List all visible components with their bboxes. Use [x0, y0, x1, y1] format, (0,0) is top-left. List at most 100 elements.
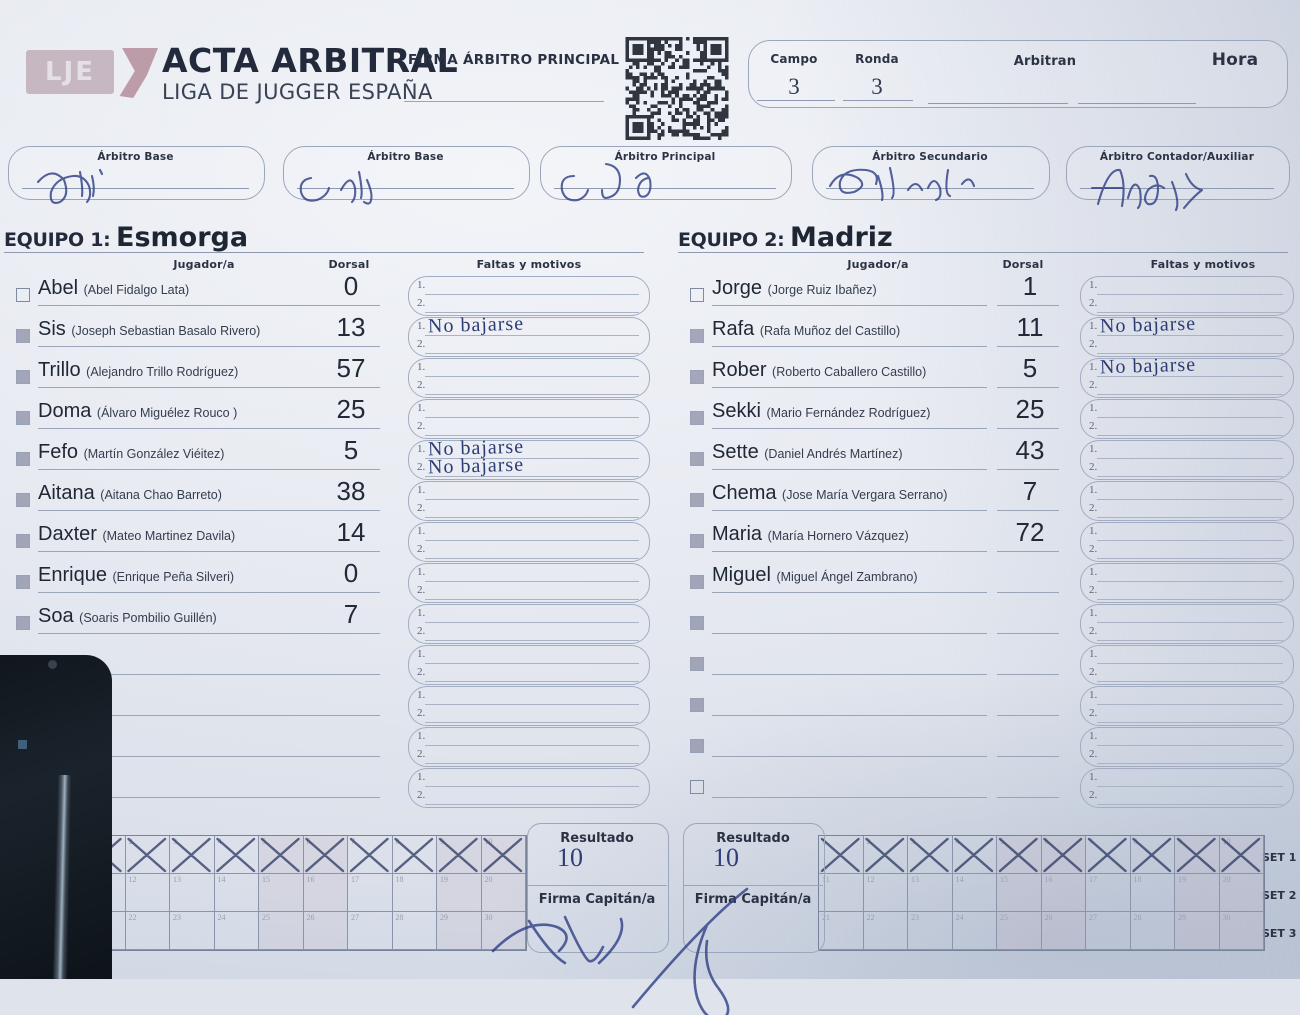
- player-row[interactable]: Chema (Jose María Vergara Serrano) 7: [690, 476, 1290, 521]
- score-cell[interactable]: 5: [259, 836, 304, 874]
- faults-pill[interactable]: 1. 2.: [408, 563, 650, 603]
- score-cell[interactable]: 10: [1219, 836, 1264, 874]
- player-row[interactable]: Daxter (Mateo Martinez Davila) 14: [16, 517, 656, 562]
- player-row[interactable]: Sekki (Mario Fernández Rodríguez) 25: [690, 394, 1290, 439]
- faults-pill[interactable]: 1. 2.: [1080, 358, 1294, 398]
- player-row[interactable]: [690, 685, 1290, 726]
- player-row[interactable]: Fefo (Martín González Viéitez) 5: [16, 435, 656, 480]
- score-cell[interactable]: 16: [303, 874, 348, 912]
- score-cell[interactable]: 25: [259, 912, 304, 950]
- player-present-checkbox[interactable]: [16, 411, 30, 425]
- score-cell[interactable]: 20: [1219, 874, 1264, 912]
- faults-pill[interactable]: 1. 2.: [1080, 399, 1294, 439]
- score-cell[interactable]: 24: [952, 912, 997, 950]
- score-cell[interactable]: 26: [1041, 912, 1086, 950]
- player-present-checkbox[interactable]: [690, 616, 704, 630]
- campo-value[interactable]: 3: [788, 74, 800, 99]
- score-cell[interactable]: 2: [863, 836, 908, 874]
- score-cell[interactable]: 8: [1130, 836, 1175, 874]
- score-cell[interactable]: 13: [170, 874, 215, 912]
- score-cell[interactable]: 12: [863, 874, 908, 912]
- player-row[interactable]: Rober (Roberto Caballero Castillo) 5: [690, 353, 1290, 398]
- faults-pill[interactable]: 1. 2.: [1080, 317, 1294, 357]
- player-present-checkbox[interactable]: [16, 288, 30, 302]
- score-cell[interactable]: 14: [952, 874, 997, 912]
- score-cell[interactable]: 7: [348, 836, 393, 874]
- score-cell[interactable]: 8: [392, 836, 437, 874]
- score-grid-right[interactable]: 1 2 3 4 5 6 7 8 9 10 11 12 13 14 15 16 17 18 19 20 21 22 23 24 2…: [818, 835, 1265, 951]
- player-row[interactable]: Doma (Álvaro Miguélez Rouco ) 25: [16, 394, 656, 439]
- score-cell[interactable]: 13: [908, 874, 953, 912]
- faults-pill[interactable]: 1. 2.: [408, 399, 650, 439]
- score-cell[interactable]: 3: [170, 836, 215, 874]
- player-present-checkbox[interactable]: [690, 329, 704, 343]
- player-row[interactable]: [690, 644, 1290, 685]
- score-cell[interactable]: 19: [1175, 874, 1220, 912]
- player-row[interactable]: [690, 767, 1290, 808]
- score-cell[interactable]: 17: [348, 874, 393, 912]
- score-cell[interactable]: 1: [819, 836, 864, 874]
- score-cell[interactable]: 22: [125, 912, 170, 950]
- player-present-checkbox[interactable]: [690, 739, 704, 753]
- player-present-checkbox[interactable]: [16, 575, 30, 589]
- score-cell[interactable]: 30: [481, 912, 526, 950]
- player-row[interactable]: Sette (Daniel Andrés Martínez) 43: [690, 435, 1290, 480]
- score-cell[interactable]: 28: [1130, 912, 1175, 950]
- score-cell[interactable]: 19: [437, 874, 482, 912]
- faults-pill[interactable]: 1. 2.: [408, 727, 650, 767]
- score-cell[interactable]: 27: [348, 912, 393, 950]
- player-present-checkbox[interactable]: [16, 534, 30, 548]
- score-cell[interactable]: 23: [908, 912, 953, 950]
- score-cell[interactable]: 15: [259, 874, 304, 912]
- player-present-checkbox[interactable]: [690, 452, 704, 466]
- faults-pill[interactable]: 1. 2.: [408, 686, 650, 726]
- faults-pill[interactable]: 1. 2.: [1080, 686, 1294, 726]
- score-cell[interactable]: 6: [303, 836, 348, 874]
- score-cell[interactable]: 7: [1086, 836, 1131, 874]
- faults-pill[interactable]: 1. 2.: [1080, 768, 1294, 808]
- faults-pill[interactable]: 1. 2.: [408, 604, 650, 644]
- faults-pill[interactable]: 1. 2.: [1080, 604, 1294, 644]
- player-row[interactable]: Soa (Soaris Pombilio Guillén) 7: [16, 599, 656, 644]
- score-cell[interactable]: 12: [125, 874, 170, 912]
- score-cell[interactable]: 21: [819, 912, 864, 950]
- player-row[interactable]: [690, 726, 1290, 767]
- faults-pill[interactable]: 1. 2.: [1080, 522, 1294, 562]
- team-2-name[interactable]: Madriz: [790, 222, 893, 253]
- player-row[interactable]: Jorge (Jorge Ruiz Ibañez) 1: [690, 271, 1290, 316]
- player-present-checkbox[interactable]: [16, 493, 30, 507]
- score-cell[interactable]: 27: [1086, 912, 1131, 950]
- score-cell[interactable]: 6: [1041, 836, 1086, 874]
- player-row[interactable]: Miguel (Miguel Ángel Zambrano): [690, 562, 1290, 603]
- score-cell[interactable]: 24: [214, 912, 259, 950]
- faults-pill[interactable]: 1. 2.: [1080, 563, 1294, 603]
- faults-pill[interactable]: 1. 2.: [408, 358, 650, 398]
- score-cell[interactable]: 4: [214, 836, 259, 874]
- score-cell[interactable]: 16: [1041, 874, 1086, 912]
- score-cell[interactable]: 14: [214, 874, 259, 912]
- player-row[interactable]: Abel (Abel Fidalgo Lata) 0: [16, 271, 656, 316]
- score-cell[interactable]: 18: [1130, 874, 1175, 912]
- score-cell[interactable]: 3: [908, 836, 953, 874]
- player-row[interactable]: Aitana (Aitana Chao Barreto) 38: [16, 476, 656, 521]
- player-present-checkbox[interactable]: [690, 534, 704, 548]
- player-present-checkbox[interactable]: [690, 288, 704, 302]
- score-cell[interactable]: 25: [997, 912, 1042, 950]
- score-cell[interactable]: 30: [1219, 912, 1264, 950]
- faults-pill[interactable]: 1. 2.: [408, 276, 650, 316]
- score-cell[interactable]: 26: [303, 912, 348, 950]
- player-present-checkbox[interactable]: [690, 575, 704, 589]
- score-cell[interactable]: 29: [1175, 912, 1220, 950]
- player-present-checkbox[interactable]: [690, 657, 704, 671]
- player-row[interactable]: Sis (Joseph Sebastian Basalo Rivero) 13: [16, 312, 656, 357]
- score-grid-left[interactable]: 1234567891011121314151617181920212223242…: [80, 835, 527, 951]
- faults-pill[interactable]: 1. 2.: [408, 481, 650, 521]
- faults-pill[interactable]: 1. 2.: [408, 317, 650, 357]
- player-present-checkbox[interactable]: [16, 370, 30, 384]
- faults-pill[interactable]: 1. 2.: [408, 768, 650, 808]
- faults-pill[interactable]: 1. 2.: [408, 440, 650, 480]
- score-cell[interactable]: 5: [997, 836, 1042, 874]
- score-cell[interactable]: 10: [481, 836, 526, 874]
- score-cell[interactable]: 2: [125, 836, 170, 874]
- faults-pill[interactable]: 1. 2.: [1080, 645, 1294, 685]
